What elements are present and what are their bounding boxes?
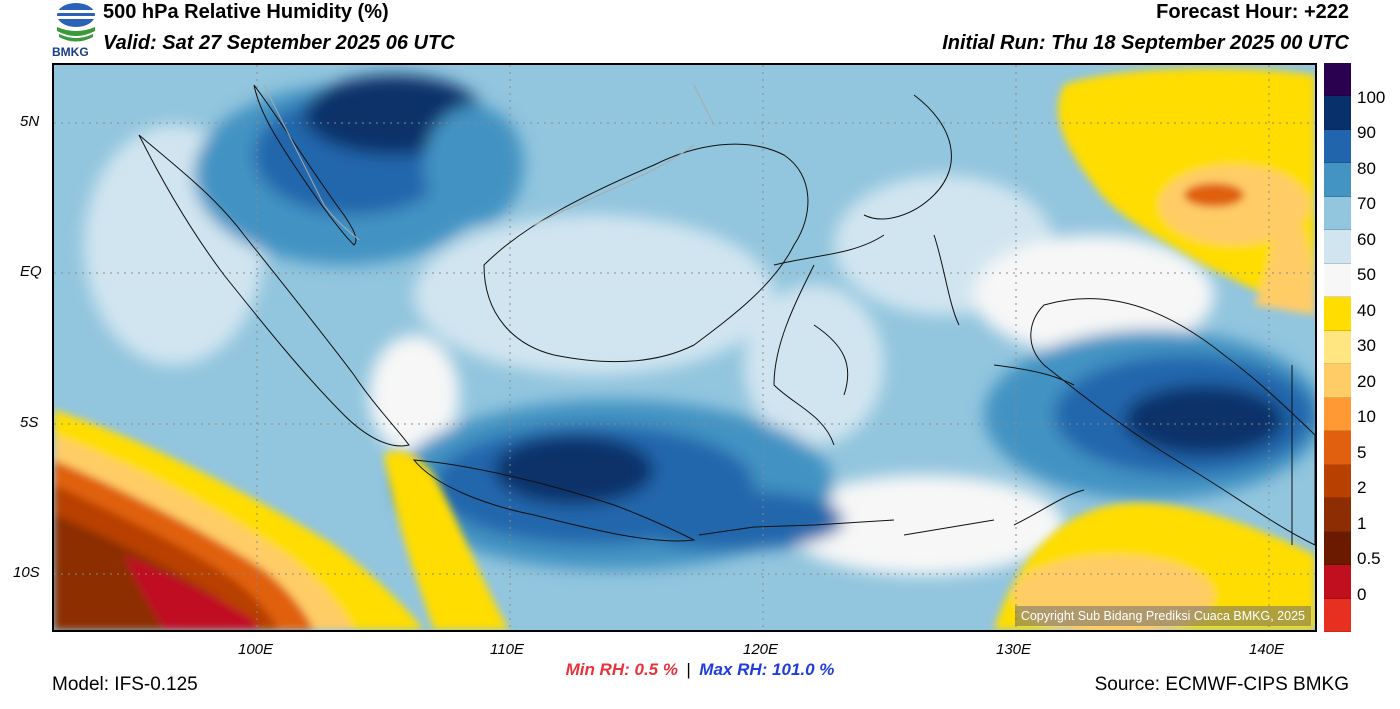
- colorbar-cell: [1324, 498, 1351, 532]
- colorbar-label: 30: [1357, 336, 1376, 355]
- forecast-hour: Forecast Hour: +222: [1156, 1, 1349, 23]
- colorbar-label: 60: [1357, 230, 1376, 249]
- colorbar-label: 2: [1357, 478, 1367, 497]
- coastlines: [138, 84, 1315, 546]
- colorbar-cell: [1324, 263, 1351, 298]
- colorbar-cell: [1324, 96, 1351, 130]
- colorbar-label: 80: [1357, 159, 1376, 178]
- rh-stats: Min RH: 0.5 % | Max RH: 101.0 %: [0, 660, 1400, 680]
- logo-text: BMKG: [52, 45, 89, 59]
- colorbar-label: 1: [1357, 514, 1367, 533]
- colorbar-label: 0: [1357, 585, 1367, 604]
- colorbar-cell: [1324, 196, 1351, 231]
- lat-label-5n: 5N: [20, 113, 40, 130]
- colorbar-cell: [1324, 330, 1351, 365]
- source-label: Source: ECMWF-CIPS BMKG: [1094, 674, 1349, 695]
- lat-label-10s: 10S: [13, 564, 40, 581]
- colorbar-label: 100: [1357, 88, 1386, 107]
- colorbar-label: 40: [1357, 301, 1376, 320]
- max-rh: Max RH: 101.0 %: [699, 660, 835, 679]
- lon-label-130e: 130E: [996, 641, 1032, 658]
- rh-map: Copyright Sub Bidang Prediksi Cuaca BMKG…: [52, 63, 1317, 632]
- colorbar-label: 20: [1357, 372, 1376, 391]
- map-title: 500 hPa Relative Humidity (%): [103, 1, 389, 23]
- colorbar-cell: [1324, 63, 1351, 97]
- valid-time: Valid: Sat 27 September 2025 06 UTC: [103, 32, 455, 54]
- lat-label-eq: EQ: [20, 263, 42, 280]
- colorbar-cell: [1324, 163, 1351, 197]
- colorbar-cell: [1324, 397, 1351, 432]
- min-rh: Min RH: 0.5 %: [565, 660, 678, 679]
- lon-label-120e: 120E: [743, 641, 779, 658]
- bmkg-logo: BMKG: [52, 1, 100, 59]
- initial-run: Initial Run: Thu 18 September 2025 00 UT…: [942, 32, 1349, 54]
- model-label: Model: IFS-0.125: [52, 674, 198, 695]
- colorbar-label: 50: [1357, 265, 1376, 284]
- colorbar-label: 90: [1357, 123, 1376, 142]
- colorbar-label: 0.5: [1357, 549, 1381, 568]
- colorbar-cell: [1324, 565, 1351, 599]
- colorbar: [1324, 63, 1351, 632]
- lon-label-100e: 100E: [238, 641, 274, 658]
- colorbar-cell: [1324, 431, 1351, 465]
- colorbar-cell: [1324, 230, 1351, 264]
- lon-label-140e: 140E: [1249, 641, 1285, 658]
- colorbar-cell: [1324, 598, 1351, 632]
- lon-label-110e: 110E: [490, 641, 524, 658]
- lat-label-5s: 5S: [20, 414, 39, 431]
- colorbar-cell: [1324, 364, 1351, 398]
- colorbar-cell: [1324, 297, 1351, 331]
- copyright-notice: Copyright Sub Bidang Prediksi Cuaca BMKG…: [1014, 606, 1311, 626]
- stats-separator: |: [686, 660, 691, 679]
- colorbar-label: 5: [1357, 443, 1367, 462]
- colorbar-cell: [1324, 531, 1351, 566]
- colorbar-label: 10: [1357, 407, 1376, 426]
- colorbar-cell: [1324, 129, 1351, 164]
- colorbar-label: 70: [1357, 194, 1376, 213]
- colorbar-cell: [1324, 464, 1351, 499]
